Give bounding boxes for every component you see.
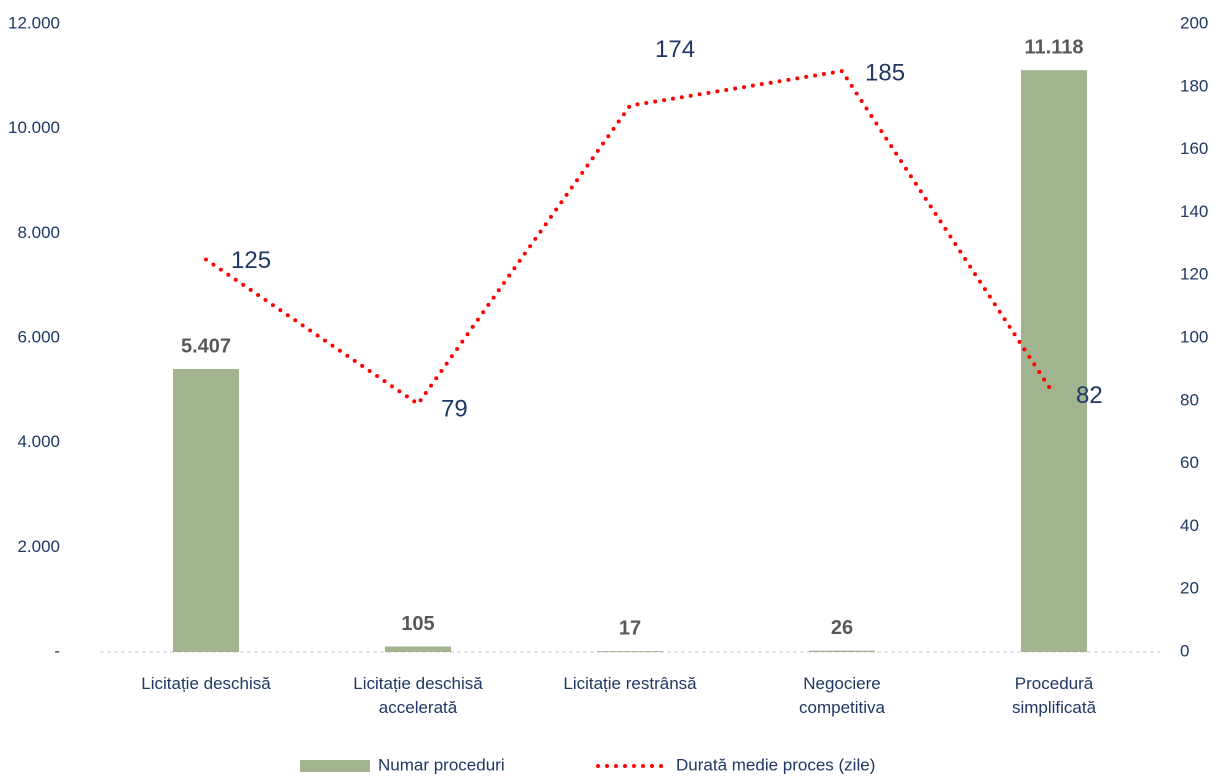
bar xyxy=(1021,70,1087,652)
y2-tick-label: 100 xyxy=(1180,327,1208,346)
y2-tick-label: 160 xyxy=(1180,139,1208,158)
bar-value-label: 11.118 xyxy=(1025,36,1084,58)
x-tick-label: Licitație restrânsă xyxy=(563,674,697,693)
y-tick-label: 4.000 xyxy=(17,432,60,451)
bar xyxy=(173,369,239,652)
y2-tick-label: 180 xyxy=(1180,76,1208,95)
x-tick-label: Licitație deschisă accelerată xyxy=(353,674,483,717)
bar xyxy=(385,646,451,652)
x-tick-label: Negociere competitiva xyxy=(799,674,885,717)
bar xyxy=(809,650,875,652)
y2-tick-label: 80 xyxy=(1180,390,1199,409)
line-value-label: 185 xyxy=(865,59,905,86)
y-tick-label: 6.000 xyxy=(17,327,60,346)
y-tick-label: 12.000 xyxy=(8,13,60,32)
legend-label: Numar proceduri xyxy=(378,755,505,774)
bar-value-label: 5.407 xyxy=(181,335,231,357)
x-tick-label: Procedură simplificată xyxy=(1011,674,1097,717)
legend-swatch xyxy=(300,760,370,772)
bar-value-label: 26 xyxy=(831,617,853,639)
line-value-label: 174 xyxy=(655,36,695,63)
line-value-label: 79 xyxy=(441,395,468,422)
bar-value-label: 105 xyxy=(401,613,434,635)
y2-tick-label: 0 xyxy=(1180,641,1189,660)
y2-tick-label: 40 xyxy=(1180,516,1199,535)
legend-label: Durată medie proces (zile) xyxy=(676,755,875,774)
y2-tick-label: 60 xyxy=(1180,453,1199,472)
y-tick-label: - xyxy=(54,641,60,660)
bar-value-label: 17 xyxy=(619,617,641,639)
line xyxy=(204,68,1056,407)
y2-tick-label: 120 xyxy=(1180,265,1208,284)
bar xyxy=(597,651,663,652)
y2-tick-label: 20 xyxy=(1180,579,1199,598)
y2-tick-label: 200 xyxy=(1180,13,1208,32)
y-tick-label: 2.000 xyxy=(17,537,60,556)
x-tick-label: Licitație deschisă xyxy=(141,674,271,693)
y2-tick-label: 140 xyxy=(1180,202,1208,221)
y-tick-label: 10.000 xyxy=(8,118,60,137)
line-value-label: 82 xyxy=(1076,382,1103,409)
y-tick-label: 8.000 xyxy=(17,223,60,242)
line-value-label: 125 xyxy=(231,247,271,274)
